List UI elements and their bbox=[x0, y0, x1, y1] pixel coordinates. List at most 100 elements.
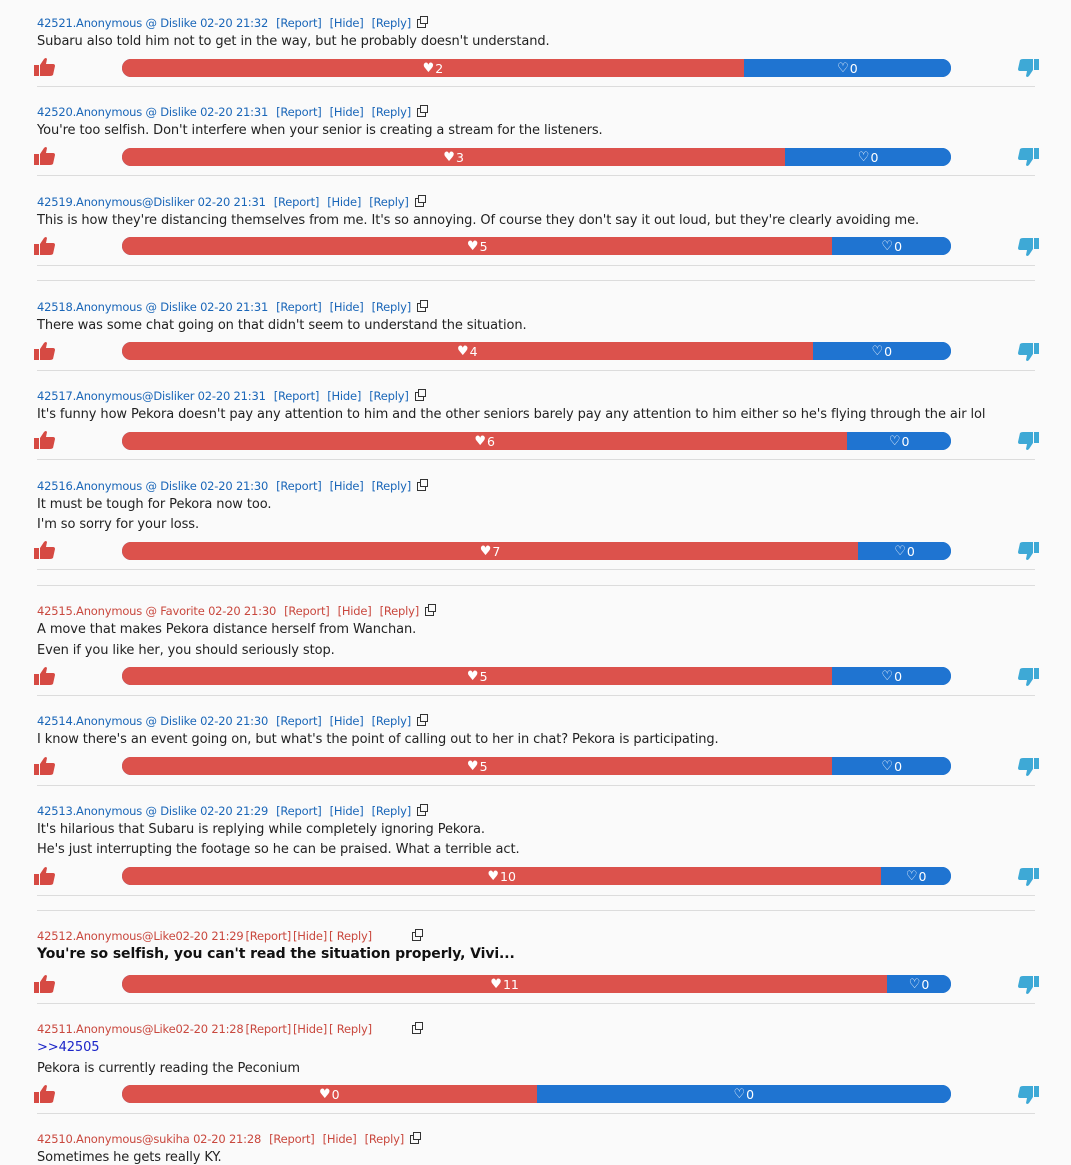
thumbs-up-icon[interactable] bbox=[34, 236, 56, 256]
copy-icon[interactable] bbox=[417, 300, 429, 312]
thumbs-down-icon[interactable] bbox=[1017, 237, 1039, 257]
thumbs-down-icon[interactable] bbox=[1017, 667, 1039, 687]
copy-icon[interactable] bbox=[411, 929, 423, 941]
like-segment[interactable]: ♥ 7 bbox=[122, 542, 859, 560]
dislike-segment[interactable]: ♡ 0 bbox=[847, 432, 951, 450]
like-segment[interactable]: ♥ 5 bbox=[122, 667, 833, 685]
thumbs-up-icon[interactable] bbox=[34, 146, 56, 166]
copy-icon[interactable] bbox=[417, 479, 429, 491]
hide-link[interactable]: [Hide] bbox=[329, 300, 364, 314]
dislike-segment[interactable]: ♡ 0 bbox=[832, 237, 951, 255]
reply-link[interactable]: [Reply] bbox=[371, 479, 412, 493]
thumbs-down-icon[interactable] bbox=[1017, 867, 1039, 887]
report-link[interactable]: [Report] bbox=[276, 300, 322, 314]
divider bbox=[37, 585, 1035, 586]
hide-link[interactable]: [Hide] bbox=[327, 195, 362, 209]
report-link[interactable]: [Report] bbox=[273, 195, 320, 209]
copy-icon[interactable] bbox=[417, 105, 429, 117]
thumbs-down-icon[interactable] bbox=[1017, 342, 1039, 362]
like-segment[interactable]: ♥ 0 bbox=[122, 1085, 537, 1103]
report-link[interactable]: [Report] bbox=[276, 804, 322, 818]
hide-link[interactable]: [Hide] bbox=[337, 604, 372, 618]
thumbs-down-icon[interactable] bbox=[1017, 147, 1039, 167]
like-segment[interactable]: ♥ 5 bbox=[122, 757, 833, 775]
thumbs-down-icon[interactable] bbox=[1017, 58, 1039, 78]
hide-link[interactable]: [Hide] bbox=[322, 1132, 357, 1146]
dislike-segment[interactable]: ♡ 0 bbox=[858, 542, 951, 560]
like-segment[interactable]: ♥ 6 bbox=[122, 432, 848, 450]
copy-icon[interactable] bbox=[417, 714, 429, 726]
dislike-segment[interactable]: ♡ 0 bbox=[743, 59, 951, 77]
hide-link[interactable]: [Hide] bbox=[329, 16, 364, 30]
copy-icon[interactable] bbox=[411, 1022, 423, 1034]
hide-link[interactable]: [Hide] bbox=[329, 105, 364, 119]
dislike-segment[interactable]: ♡ 0 bbox=[536, 1085, 951, 1103]
heart-icon: ♥ bbox=[466, 758, 479, 774]
thumbs-up-icon[interactable] bbox=[34, 974, 56, 994]
report-link[interactable]: [Report] bbox=[245, 929, 291, 943]
vote-bar: ♥ 2 ♡ 0 bbox=[122, 59, 951, 77]
copy-icon[interactable] bbox=[410, 1132, 422, 1144]
reply-link[interactable]: [Reply] bbox=[369, 195, 409, 209]
hide-link[interactable]: [Hide] bbox=[329, 804, 364, 818]
like-segment[interactable]: ♥ 5 bbox=[122, 237, 833, 255]
hide-link[interactable]: [Hide] bbox=[329, 479, 364, 493]
hide-link[interactable]: [Hide] bbox=[292, 929, 327, 943]
report-link[interactable]: [Report] bbox=[276, 16, 322, 30]
thumbs-up-icon[interactable] bbox=[34, 430, 56, 450]
report-link[interactable]: [Report] bbox=[245, 1022, 291, 1036]
like-segment[interactable]: ♥ 11 bbox=[122, 975, 888, 993]
reply-link[interactable]: [Reply] bbox=[371, 16, 412, 30]
quote-link[interactable]: >>42505 bbox=[37, 1040, 100, 1055]
thumbs-up-icon[interactable] bbox=[34, 341, 56, 361]
like-segment[interactable]: ♥ 10 bbox=[122, 867, 882, 885]
copy-icon[interactable] bbox=[417, 16, 429, 28]
heartbeat-icon: ♡ bbox=[908, 976, 921, 992]
dislike-segment[interactable]: ♡ 0 bbox=[832, 667, 951, 685]
thumbs-down-icon[interactable] bbox=[1017, 541, 1039, 561]
report-link[interactable]: [Report] bbox=[276, 479, 322, 493]
thumbs-up-icon[interactable] bbox=[34, 666, 56, 686]
dislike-segment[interactable]: ♡ 0 bbox=[887, 975, 951, 993]
like-count: 7 bbox=[492, 543, 501, 559]
reply-link[interactable]: [Reply] bbox=[369, 389, 409, 403]
dislike-segment[interactable]: ♡ 0 bbox=[881, 867, 951, 885]
reply-link[interactable]: [Reply] bbox=[371, 804, 412, 818]
like-segment[interactable]: ♥ 3 bbox=[122, 148, 786, 166]
report-link[interactable]: [Report] bbox=[276, 105, 322, 119]
thumbs-up-icon[interactable] bbox=[34, 57, 56, 77]
thumbs-up-icon[interactable] bbox=[34, 756, 56, 776]
thumbs-up-icon[interactable] bbox=[34, 1084, 56, 1104]
like-count: 5 bbox=[479, 238, 488, 254]
thumbs-down-icon[interactable] bbox=[1017, 757, 1039, 777]
like-segment[interactable]: ♥ 4 bbox=[122, 342, 813, 360]
report-link[interactable]: [Report] bbox=[284, 604, 330, 618]
reply-link[interactable]: [Reply] bbox=[379, 604, 420, 618]
copy-icon[interactable] bbox=[414, 389, 426, 401]
report-link[interactable]: [Report] bbox=[276, 714, 322, 728]
thumbs-down-icon[interactable] bbox=[1017, 975, 1039, 995]
hide-link[interactable]: [Hide] bbox=[327, 389, 362, 403]
reply-link[interactable]: [ Reply] bbox=[328, 929, 372, 943]
thumbs-down-icon[interactable] bbox=[1017, 1085, 1039, 1105]
thumbs-down-icon[interactable] bbox=[1017, 431, 1039, 451]
thumbs-up-icon[interactable] bbox=[34, 540, 56, 560]
report-link[interactable]: [Report] bbox=[273, 389, 320, 403]
hide-link[interactable]: [Hide] bbox=[292, 1022, 327, 1036]
copy-icon[interactable] bbox=[414, 195, 426, 207]
hide-link[interactable]: [Hide] bbox=[329, 714, 364, 728]
reply-link[interactable]: [Reply] bbox=[371, 105, 412, 119]
dislike-segment[interactable]: ♡ 0 bbox=[812, 342, 951, 360]
report-link[interactable]: [Report] bbox=[269, 1132, 315, 1146]
reply-link[interactable]: [ Reply] bbox=[328, 1022, 372, 1036]
dislike-segment[interactable]: ♡ 0 bbox=[785, 148, 951, 166]
thumbs-up-icon[interactable] bbox=[34, 866, 56, 886]
like-segment[interactable]: ♥ 2 bbox=[122, 59, 744, 77]
copy-icon[interactable] bbox=[417, 804, 429, 816]
copy-icon[interactable] bbox=[425, 604, 437, 616]
reply-link[interactable]: [Reply] bbox=[371, 300, 412, 314]
reply-link[interactable]: [Reply] bbox=[364, 1132, 405, 1146]
reply-link[interactable]: [Reply] bbox=[371, 714, 412, 728]
heart-icon: ♥ bbox=[456, 343, 469, 359]
dislike-segment[interactable]: ♡ 0 bbox=[832, 757, 951, 775]
